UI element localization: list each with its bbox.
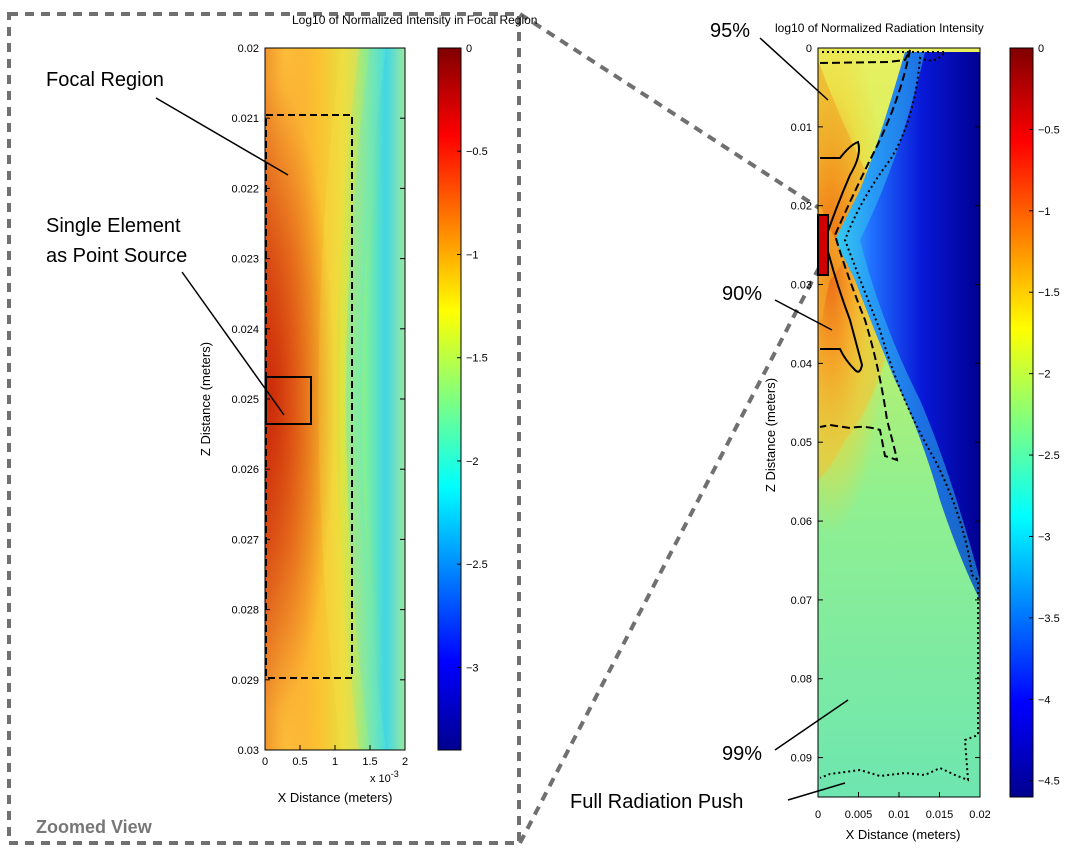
right-chart-title: log10 of Normalized Radiation Intensity — [775, 21, 984, 35]
point-source-annotation-line1: Single Element — [46, 215, 181, 237]
point-source-leader — [181, 271, 285, 416]
right-point-source-box — [817, 214, 829, 276]
right-colorbar-tick-label: −1.5 — [1038, 287, 1060, 299]
full-radiation-contour — [819, 51, 979, 782]
left-y-tick-label: 0.021 — [231, 113, 259, 125]
point-source-annotation-line2: as Point Source — [46, 245, 187, 267]
left-y-tick-label: 0.029 — [231, 675, 259, 687]
right-x-ticks: 0 0.005 0.01 0.015 0.02 — [815, 792, 991, 821]
right-y-tick-label: 0.03 — [791, 280, 812, 292]
annotation-95-leader — [759, 37, 829, 101]
right-y-tick-label: 0.02 — [791, 201, 812, 213]
zoom-connector-bottom — [518, 261, 824, 844]
right-x-tick-label: 0.015 — [926, 809, 954, 821]
right-y-tick-label: 0.06 — [791, 516, 812, 528]
right-colorbar — [1009, 47, 1034, 798]
left-colorbar-tick-label: 0 — [466, 43, 472, 55]
right-chart: log10 of Normalized Radiation Intensity … — [570, 20, 1060, 842]
left-colorbar — [437, 47, 462, 751]
left-y-tick-label: 0.025 — [231, 394, 259, 406]
focal-region-leader — [155, 97, 289, 176]
right-heatmap — [818, 48, 980, 797]
annotation-95: 95% — [710, 20, 750, 42]
right-x-tick-label: 0.02 — [969, 809, 990, 821]
annotation-90: 90% — [722, 283, 762, 305]
right-x-tick-label: 0 — [815, 809, 821, 821]
annotation-full-radiation-push: Full Radiation Push — [570, 791, 743, 813]
right-x-label: X Distance (meters) — [846, 827, 961, 842]
left-colorbar-tick-label: −2.5 — [466, 559, 488, 571]
contour-90 — [820, 140, 864, 373]
left-x-tick-label: 2 — [402, 756, 408, 768]
right-colorbar-tick-label: −1 — [1038, 206, 1051, 218]
left-colorbar-tick-label: −3 — [466, 662, 479, 674]
zoom-connector-top — [518, 12, 824, 212]
left-x-exponent: x 10-3 — [370, 769, 399, 785]
right-y-tick-label: 0 — [806, 43, 812, 55]
right-colorbar-tick-label: −2 — [1038, 369, 1051, 381]
left-colorbar-tick-label: −1 — [466, 249, 479, 261]
zoomed-view-label: Zoomed View — [36, 817, 153, 837]
point-source-box — [265, 376, 312, 425]
right-y-tick-label: 0.05 — [791, 437, 812, 449]
left-y-label: Z Distance (meters) — [198, 342, 213, 456]
left-y-ticks: 0.02 0.021 0.022 0.023 0.024 0.025 0.026 0.027 0… — [231, 43, 405, 757]
left-y-tick-label: 0.023 — [231, 254, 259, 266]
right-y-ticks: 0 0.01 0.02 0.03 0.04 0.05 0.06 0.07 0.08 0.09 — [791, 43, 980, 765]
left-y-tick-label: 0.026 — [231, 464, 259, 476]
left-heatmap — [265, 48, 405, 750]
left-y-tick-label: 0.027 — [231, 534, 259, 546]
left-chart: Log10 of Normalized Intensity in Focal R… — [46, 13, 537, 805]
left-y-tick-label: 0.03 — [238, 745, 259, 757]
annotation-90-leader — [774, 299, 833, 331]
left-y-tick-label: 0.022 — [231, 183, 259, 195]
right-y-tick-label: 0.04 — [791, 358, 812, 370]
left-colorbar-tick-label: −1.5 — [466, 353, 488, 365]
full-radiation-push-leader — [787, 782, 846, 801]
right-colorbar-ticks: 0 −0.5 −1 −1.5 −2 −2.5 −3 −3.5 −4 −4.5 — [1029, 43, 1060, 788]
annotation-99-leader — [774, 699, 849, 751]
right-colorbar-tick-label: −0.5 — [1038, 124, 1060, 136]
left-x-ticks: 0 0.5 1 1.5 2 — [262, 745, 408, 768]
right-y-label: Z Distance (meters) — [763, 378, 778, 492]
right-colorbar-tick-label: −3.5 — [1038, 613, 1060, 625]
right-colorbar-tick-label: −3 — [1038, 531, 1051, 543]
left-x-tick-label: 1 — [332, 756, 338, 768]
right-x-tick-label: 0.01 — [888, 809, 909, 821]
left-x-label: X Distance (meters) — [278, 790, 393, 805]
focal-region-annotation: Focal Region — [46, 69, 164, 91]
left-colorbar-ticks: 0 −0.5 −1 −1.5 −2 −2.5 −3 — [457, 43, 488, 674]
left-x-tick-label: 0.5 — [292, 756, 307, 768]
right-y-tick-label: 0.07 — [791, 595, 812, 607]
left-x-tick-label: 0 — [262, 756, 268, 768]
contour-95 — [819, 49, 911, 462]
left-y-tick-label: 0.024 — [231, 324, 259, 336]
left-y-tick-label: 0.02 — [238, 43, 259, 55]
right-y-tick-label: 0.01 — [791, 122, 812, 134]
left-y-tick-label: 0.028 — [231, 605, 259, 617]
left-colorbar-tick-label: −2 — [466, 456, 479, 468]
right-colorbar-tick-label: −4.5 — [1038, 776, 1060, 788]
left-x-tick-label: 1.5 — [362, 756, 377, 768]
zoomed-view-frame — [7, 12, 521, 845]
right-y-tick-label: 0.08 — [791, 674, 812, 686]
right-colorbar-tick-label: −4 — [1038, 694, 1051, 706]
left-chart-title: Log10 of Normalized Intensity in Focal R… — [292, 13, 537, 27]
right-x-tick-label: 0.005 — [845, 809, 873, 821]
right-colorbar-tick-label: 0 — [1038, 43, 1044, 55]
annotation-99: 99% — [722, 743, 762, 765]
right-y-tick-label: 0.09 — [791, 753, 812, 765]
right-colorbar-tick-label: −2.5 — [1038, 450, 1060, 462]
left-colorbar-tick-label: −0.5 — [466, 146, 488, 158]
